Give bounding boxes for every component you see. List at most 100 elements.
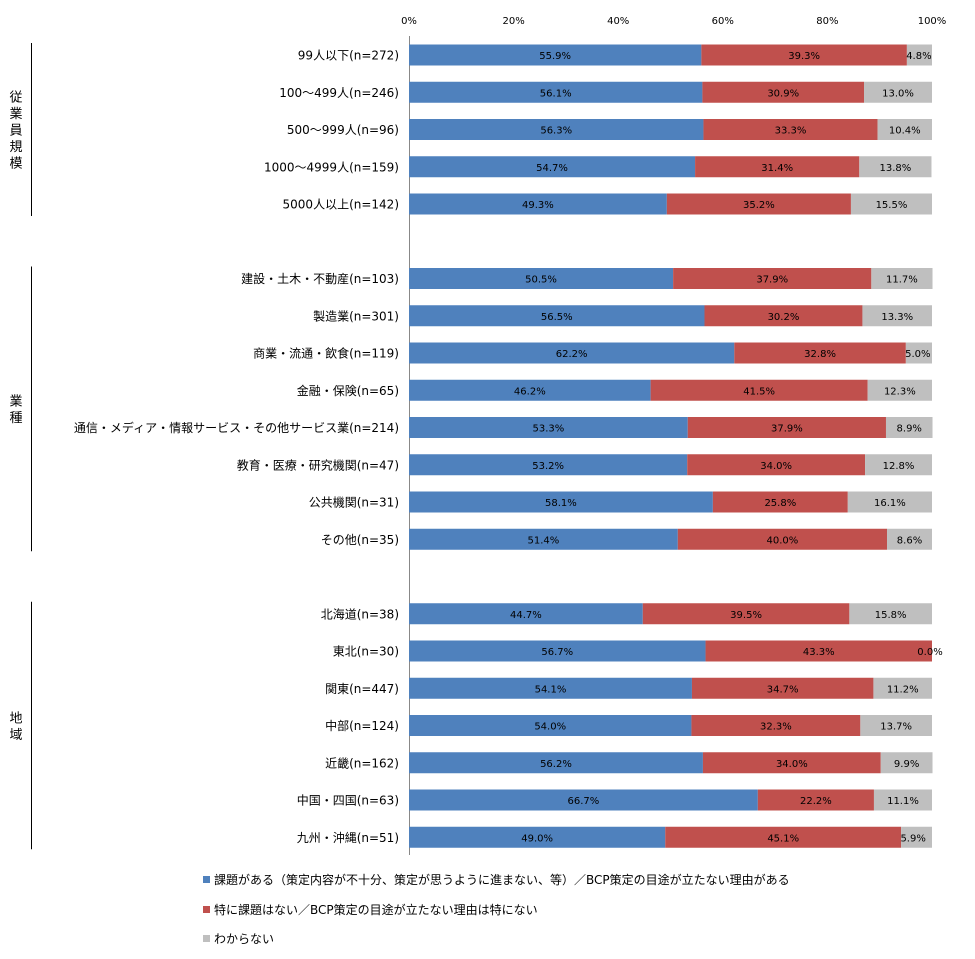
data-label: 0.0% — [917, 647, 942, 658]
category-label: 1000～4999人(n=159) — [264, 160, 399, 174]
bar-segment — [687, 454, 866, 476]
bar-segment — [864, 81, 932, 103]
category-label: 製造業(n=301) — [313, 309, 399, 323]
category-label: 北海道(n=38) — [321, 606, 399, 621]
category-label: 教育・医療・研究機関(n=47) — [237, 457, 399, 472]
data-label: 9.9% — [894, 759, 919, 770]
category-label: 近畿(n=162) — [325, 756, 399, 770]
data-label: 25.8% — [764, 498, 796, 509]
category-label: 建設・土木・不動産(n=103) — [241, 271, 399, 286]
bar-segment — [409, 454, 688, 476]
category-label: 通信・メディア・情報サービス・その他サービス業(n=214) — [74, 420, 399, 435]
data-label: 30.2% — [768, 312, 800, 323]
bar-segment — [849, 603, 932, 625]
bar-segment — [665, 826, 902, 848]
bar-segment — [691, 715, 861, 736]
bar-segment — [704, 305, 863, 327]
x-tick-label: 80% — [816, 16, 838, 27]
bar-segment — [885, 417, 933, 438]
bar-segment — [887, 528, 932, 550]
bar-segment — [677, 528, 888, 550]
data-label: 31.4% — [761, 163, 793, 174]
x-tick-label: 60% — [712, 16, 734, 27]
data-label: 55.9% — [539, 51, 571, 62]
bar-segment — [409, 826, 666, 848]
bar-segment — [901, 826, 932, 848]
data-label: 13.0% — [882, 88, 914, 99]
data-label: 34.0% — [776, 759, 808, 770]
bar-segment — [695, 156, 860, 178]
x-tick-label: 40% — [607, 16, 629, 27]
data-label: 54.1% — [535, 684, 567, 695]
group-label: 地域 — [9, 711, 22, 743]
legend-item-has-issues: 課題がある（策定内容が不十分、策定が思うように進まない、等）／BCP策定の目途が… — [203, 873, 790, 887]
bar-segment — [409, 491, 713, 513]
bar-segment — [409, 417, 688, 438]
bar-segment — [703, 119, 878, 140]
legend-label-has-issues: 課題がある（策定内容が不十分、策定が思うように進まない、等）／BCP策定の目途が… — [214, 873, 790, 887]
data-label: 4.8% — [906, 51, 931, 62]
data-label: 37.9% — [756, 275, 788, 286]
bar-segment — [409, 752, 703, 774]
data-label: 35.2% — [743, 200, 775, 211]
category-label: 100～499人(n=246) — [279, 86, 399, 100]
data-label: 46.2% — [514, 386, 546, 397]
stacked-bar-chart: 0% 20% 40% 60% 80% 100% 99人以下(n=272) 55.9% 39.3%… — [9, 16, 946, 855]
data-label: 56.1% — [540, 88, 572, 99]
bar-segment — [673, 268, 872, 289]
category-label: 公共機関(n=31) — [309, 495, 399, 510]
bar-segment — [409, 677, 692, 699]
bar-segment — [865, 454, 932, 476]
bar-segment — [409, 44, 702, 66]
category-label: 5000人以上(n=142) — [283, 198, 399, 212]
category-label: その他(n=35) — [321, 533, 399, 547]
bar-segment — [702, 81, 865, 103]
legend-swatch-no-issues — [203, 906, 210, 913]
bar-segment — [862, 305, 932, 327]
bar-segment — [860, 715, 932, 736]
bar-segment — [409, 81, 703, 103]
data-label: 15.8% — [875, 610, 907, 621]
bar-segment — [409, 268, 674, 289]
legend-item-unknown: わからない — [203, 932, 274, 946]
data-label: 5.0% — [905, 349, 930, 360]
bar-segment — [847, 491, 932, 513]
bar-segment — [877, 119, 932, 140]
data-label: 49.0% — [521, 833, 553, 844]
bar-segment — [850, 193, 932, 215]
data-label: 43.3% — [803, 647, 835, 658]
bar-segment — [409, 789, 758, 811]
legend-swatch-has-issues — [203, 876, 210, 883]
data-label: 40.0% — [767, 535, 799, 546]
x-tick-label: 20% — [502, 16, 524, 27]
data-label: 8.9% — [897, 424, 922, 435]
data-label: 66.7% — [568, 796, 600, 807]
bar-segment — [867, 379, 932, 401]
bar-segment — [409, 640, 706, 662]
data-label: 15.5% — [876, 200, 908, 211]
group-label: 業種 — [9, 394, 22, 427]
data-label: 32.8% — [804, 349, 836, 360]
category-label: 商業・流通・飲食(n=119) — [253, 346, 399, 361]
data-label: 53.2% — [532, 461, 564, 472]
bar-segment — [871, 268, 933, 289]
bar-segment — [409, 119, 704, 140]
data-label: 12.8% — [883, 461, 915, 472]
data-label: 56.2% — [540, 759, 572, 770]
data-label: 13.8% — [879, 163, 911, 174]
bar-segment — [734, 342, 906, 364]
bar-segment — [666, 193, 851, 215]
bar-segment — [409, 305, 705, 327]
data-label: 56.5% — [541, 312, 573, 323]
bar-segment — [880, 752, 933, 774]
data-label: 32.3% — [760, 722, 792, 733]
bar-segment — [873, 677, 932, 699]
category-label: 金融・保険(n=65) — [297, 383, 399, 398]
data-label: 62.2% — [556, 349, 588, 360]
legend-label-unknown: わからない — [214, 932, 275, 946]
data-label: 11.1% — [887, 796, 919, 807]
data-label: 44.7% — [510, 610, 542, 621]
data-label: 30.9% — [767, 88, 799, 99]
data-label: 33.3% — [775, 126, 807, 137]
bar-segment — [712, 491, 848, 513]
